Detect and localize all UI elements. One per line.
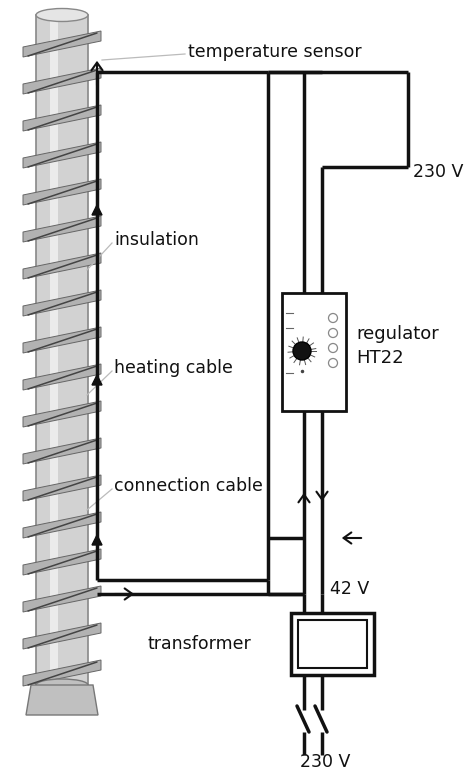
Polygon shape [23,253,101,279]
Polygon shape [23,623,101,649]
Text: heating cable: heating cable [114,359,233,377]
Polygon shape [23,31,101,57]
Polygon shape [23,660,101,686]
Polygon shape [23,401,101,427]
Text: 42 V: 42 V [330,580,369,598]
Polygon shape [23,290,101,316]
Polygon shape [92,205,102,215]
Polygon shape [23,216,101,242]
Text: insulation: insulation [114,231,199,249]
Polygon shape [23,586,101,612]
Polygon shape [23,549,101,575]
Polygon shape [23,475,101,501]
Bar [50,15,58,685]
Text: 230 V: 230 V [300,753,350,771]
Text: 230 V: 230 V [413,163,463,181]
Polygon shape [23,364,101,390]
Bar [36,15,88,685]
Polygon shape [23,105,101,131]
Text: connection cable: connection cable [114,477,263,495]
Polygon shape [92,535,102,545]
Polygon shape [92,375,102,385]
Text: transformer: transformer [148,635,252,653]
Polygon shape [23,512,101,538]
Bar [298,620,367,668]
Text: temperature sensor: temperature sensor [188,43,361,61]
Polygon shape [23,142,101,168]
Polygon shape [23,327,101,353]
Polygon shape [26,685,98,715]
Text: regulator
HT22: regulator HT22 [356,325,439,366]
Bar [291,613,374,675]
Ellipse shape [36,9,88,22]
Ellipse shape [36,679,88,691]
Circle shape [293,342,311,360]
Bar [282,293,346,411]
Polygon shape [23,179,101,205]
Polygon shape [23,68,101,94]
Polygon shape [23,438,101,464]
